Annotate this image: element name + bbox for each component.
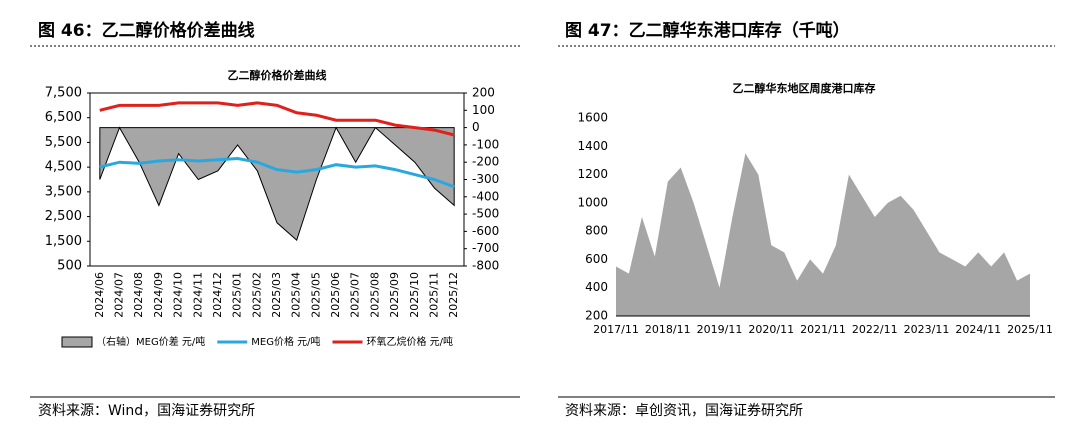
y-tick-label: 7,500 <box>45 86 82 101</box>
y2-tick-label: -600 <box>472 224 499 238</box>
line <box>99 156 455 189</box>
line <box>99 101 455 137</box>
figure-label: 图 46：乙二醇价格价差曲线 <box>38 20 255 41</box>
y-tick-label: 2,500 <box>45 209 82 224</box>
x-tick-label: 2021/11 <box>800 323 846 336</box>
x-tick-label: 2024/10 <box>172 272 185 318</box>
y2-tick-label: -300 <box>472 172 499 186</box>
x-tick-label: 2025/04 <box>290 272 303 318</box>
x-tick-label: 2025/05 <box>309 272 322 318</box>
plot-frame <box>89 92 465 267</box>
y-tick-label: 4,500 <box>45 160 82 175</box>
x-tick-label: 2025/12 <box>447 272 460 318</box>
x-tick-label: 2024/06 <box>93 272 106 318</box>
x-tick-label: 2020/11 <box>748 323 794 336</box>
y2-tick-label: -100 <box>472 137 499 151</box>
x-tick-label: 2025/03 <box>270 272 283 318</box>
y-tick-label: 1000 <box>577 195 608 209</box>
y2-tick-label: -700 <box>472 241 499 255</box>
x-tick-label: 2023/11 <box>904 323 950 336</box>
area <box>99 126 455 241</box>
source-note: 资料来源：卓创资讯，国海证券研究所 <box>565 403 803 419</box>
x-tick-label: 2022/11 <box>852 323 898 336</box>
y2-tick-label: 0 <box>472 120 480 134</box>
legend-label: MEG价格 元/吨 <box>251 335 320 348</box>
y2-tick-label: -200 <box>472 155 499 169</box>
y-tick-label: 400 <box>585 280 608 294</box>
x-tick-label: 2025/11 <box>1007 323 1053 336</box>
y2-tick-label: -400 <box>472 189 499 203</box>
y2-tick-label: -800 <box>472 259 499 273</box>
y-tick-label: 800 <box>585 224 608 238</box>
source-note: 资料来源：Wind，国海证券研究所 <box>38 403 255 419</box>
y-tick-label: 1200 <box>577 167 608 181</box>
y-tick-label: 6,500 <box>45 110 82 125</box>
y2-tick-label: 200 <box>472 86 495 100</box>
x-tick-label: 2025/09 <box>388 272 401 318</box>
x-tick-label: 2024/12 <box>211 272 224 318</box>
legend-label: （右轴）MEG价差 元/吨 <box>96 335 205 348</box>
y-tick-label: 1600 <box>577 111 608 125</box>
x-tick-label: 2024/09 <box>152 272 165 318</box>
x-tick-label: 2018/11 <box>645 323 691 336</box>
legend-label: 环氧乙烷价格 元/吨 <box>367 335 454 348</box>
x-tick-label: 2025/08 <box>368 272 381 318</box>
x-tick-label: 2024/08 <box>132 272 145 318</box>
y-tick-label: 200 <box>585 309 608 323</box>
y2-tick-label: -500 <box>472 207 499 221</box>
y-tick-label: 500 <box>57 259 82 274</box>
y2-tick-label: 100 <box>472 103 495 117</box>
chart-title: 乙二醇价格价差曲线 <box>228 68 327 82</box>
y-tick-label: 1400 <box>577 139 608 153</box>
x-tick-label: 2019/11 <box>697 323 743 336</box>
x-tick-label: 2017/11 <box>593 323 639 336</box>
x-tick-label: 2025/11 <box>427 272 440 318</box>
x-tick-label: 2024/11 <box>191 272 204 318</box>
y-tick-label: 3,500 <box>45 184 82 199</box>
x-tick-label: 2025/10 <box>408 272 421 318</box>
x-tick-label: 2024/11 <box>955 323 1001 336</box>
y-tick-label: 5,500 <box>45 135 82 150</box>
legend-swatch <box>61 336 93 348</box>
x-tick-label: 2025/01 <box>231 272 244 318</box>
figure-label: 图 47：乙二醇华东港口库存（千吨） <box>565 20 850 41</box>
chart-title: 乙二醇华东地区周度港口库存 <box>733 81 876 95</box>
x-tick-label: 2025/02 <box>250 272 263 318</box>
x-tick-label: 2025/06 <box>329 272 342 318</box>
x-tick-label: 2024/07 <box>113 272 126 318</box>
area <box>616 153 1030 316</box>
y-tick-label: 600 <box>585 252 608 266</box>
x-tick-label: 2025/07 <box>349 272 362 318</box>
y-tick-label: 1,500 <box>45 234 82 249</box>
